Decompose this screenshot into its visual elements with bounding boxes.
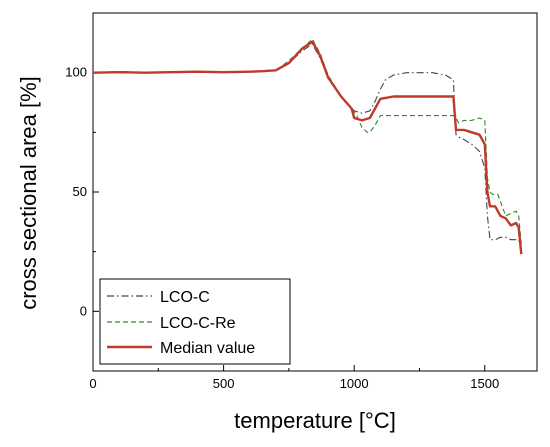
y-axis-title: cross sectional area [%] <box>16 76 41 310</box>
legend-label-median: Median value <box>160 340 255 357</box>
series-line-1 <box>92 38 522 245</box>
x-tick-label-500: 500 <box>213 376 235 391</box>
x-tick-label-0: 0 <box>89 376 96 391</box>
x-tick-label-1500: 1500 <box>470 376 499 391</box>
y-tick-label-50: 50 <box>73 184 87 199</box>
x-tick-label-1000: 1000 <box>340 376 369 391</box>
series-layer <box>92 38 523 255</box>
y-tick-label-0: 0 <box>80 303 87 318</box>
x-axis-title: temperature [°C] <box>234 408 396 433</box>
series-line-0 <box>92 43 522 252</box>
axis-ticks: 0 500 1000 1500 0 50 100 <box>65 12 499 391</box>
legend-label-lco-c-re: LCO-C-Re <box>160 315 236 332</box>
legend: LCO-C LCO-C-Re Median value <box>99 278 291 365</box>
series-line-2 <box>92 40 523 255</box>
legend-label-lco-c: LCO-C <box>160 289 210 306</box>
y-tick-label-100: 100 <box>65 65 87 80</box>
